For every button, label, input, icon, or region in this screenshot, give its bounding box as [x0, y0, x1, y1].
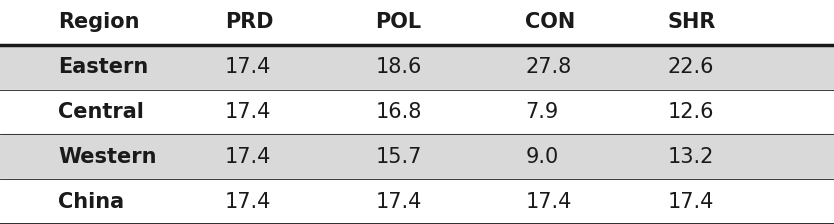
Text: 27.8: 27.8 — [525, 57, 571, 77]
Text: 17.4: 17.4 — [225, 57, 272, 77]
Text: 17.4: 17.4 — [225, 192, 272, 212]
Text: 18.6: 18.6 — [375, 57, 422, 77]
Text: Eastern: Eastern — [58, 57, 148, 77]
Text: 7.9: 7.9 — [525, 102, 559, 122]
Text: Western: Western — [58, 147, 157, 167]
Text: Central: Central — [58, 102, 144, 122]
Text: 17.4: 17.4 — [667, 192, 714, 212]
Text: 15.7: 15.7 — [375, 147, 422, 167]
Text: 16.8: 16.8 — [375, 102, 422, 122]
Text: 17.4: 17.4 — [525, 192, 572, 212]
Text: SHR: SHR — [667, 12, 716, 32]
Text: China: China — [58, 192, 124, 212]
Text: POL: POL — [375, 12, 421, 32]
Text: CON: CON — [525, 12, 575, 32]
Text: 17.4: 17.4 — [225, 102, 272, 122]
Text: 13.2: 13.2 — [667, 147, 714, 167]
Text: PRD: PRD — [225, 12, 274, 32]
Text: 17.4: 17.4 — [375, 192, 422, 212]
Bar — [0, 45, 834, 90]
Bar — [0, 0, 834, 45]
Bar — [0, 134, 834, 179]
Bar — [0, 90, 834, 134]
Text: Region: Region — [58, 12, 140, 32]
Text: 22.6: 22.6 — [667, 57, 714, 77]
Text: 17.4: 17.4 — [225, 147, 272, 167]
Bar — [0, 179, 834, 224]
Text: 9.0: 9.0 — [525, 147, 559, 167]
Text: 12.6: 12.6 — [667, 102, 714, 122]
